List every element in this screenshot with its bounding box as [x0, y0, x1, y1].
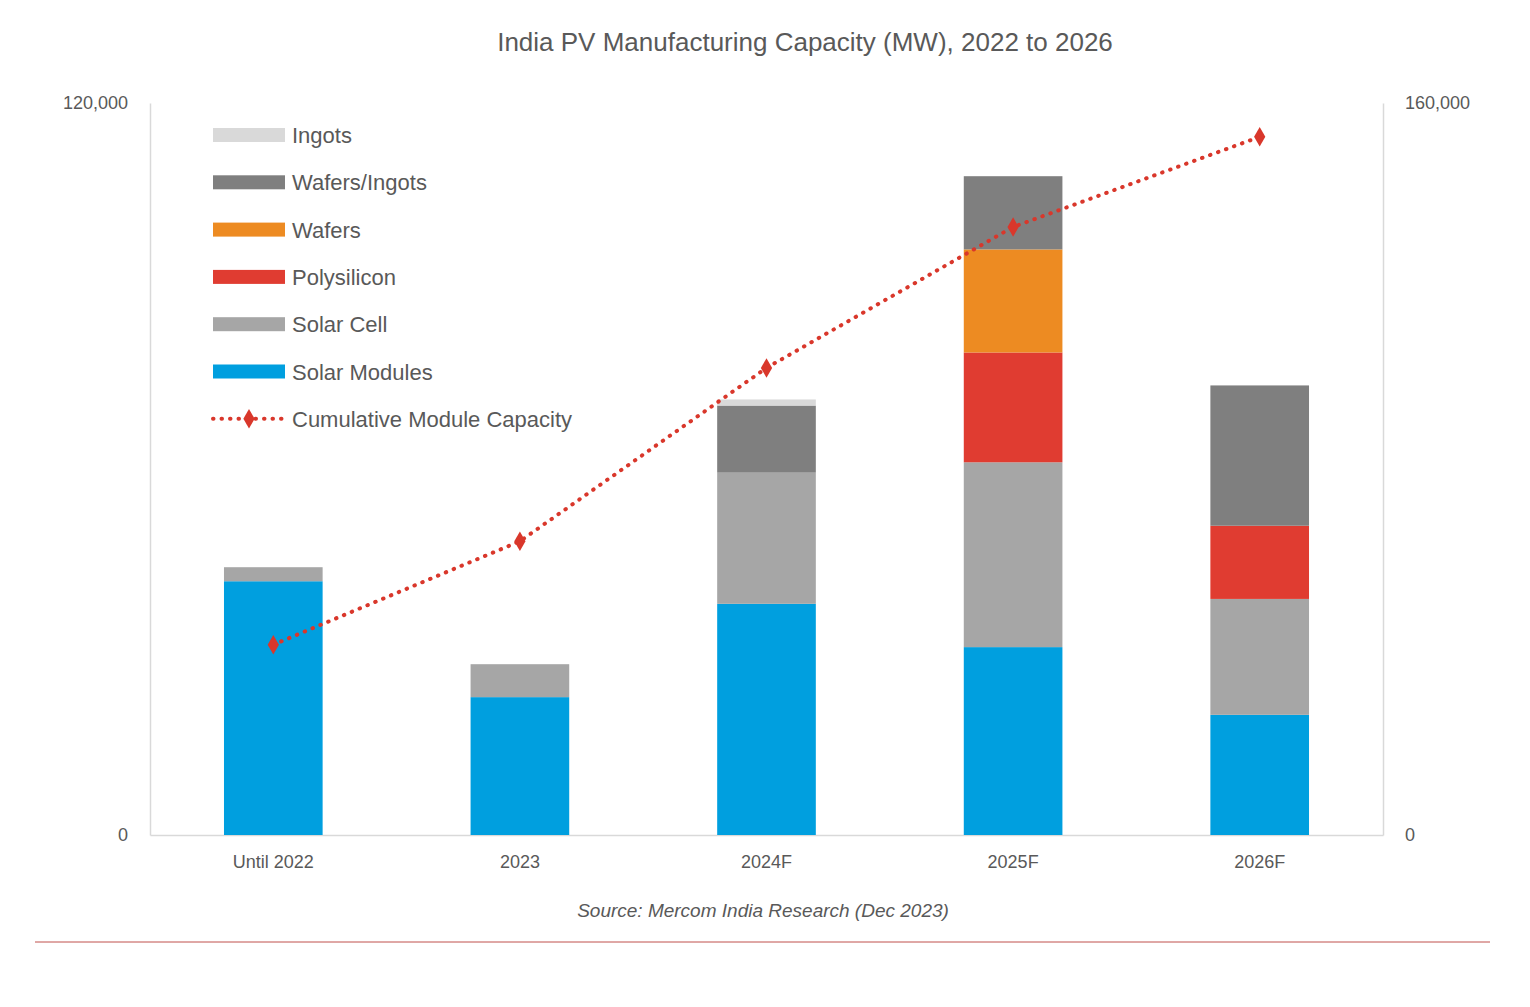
tick-label: 2024F	[741, 852, 792, 872]
line	[273, 137, 1259, 645]
legend-item: Polysilicon	[213, 265, 396, 290]
marker	[514, 532, 525, 552]
tick: 0	[1383, 825, 1415, 845]
legend-label: Solar Modules	[292, 360, 433, 385]
tick-label: 0	[1405, 825, 1415, 845]
bar	[1210, 526, 1309, 599]
y2-axis: 0 160,000	[1383, 93, 1470, 845]
tick-label: 2025F	[988, 852, 1039, 872]
lines	[268, 127, 1266, 654]
tick-label: 160,000	[1405, 93, 1470, 113]
tick: 2023	[500, 835, 540, 872]
legend-marker	[243, 409, 254, 429]
x-axis: Until 2022 2023 2024F 2025F 2026F	[151, 835, 1384, 872]
tick-label: 120,000	[63, 93, 128, 113]
bar	[964, 249, 1063, 352]
legend-label: Wafers	[292, 218, 361, 243]
legend-swatch	[213, 128, 285, 142]
legend-swatch	[213, 270, 285, 284]
legend-label: Wafers/Ingots	[292, 170, 427, 195]
tick: 2026F	[1234, 835, 1285, 872]
background	[0, 0, 1530, 1007]
source: Source: Mercom India Research (Dec 2023)	[577, 900, 949, 921]
legend-swatch	[213, 365, 285, 379]
bar	[964, 176, 1063, 249]
marker	[1007, 217, 1018, 237]
tick: 2024F	[741, 835, 792, 872]
title: India PV Manufacturing Capacity (MW), 20…	[497, 27, 1113, 57]
bar	[471, 664, 570, 697]
bar	[1210, 599, 1309, 715]
bar	[471, 697, 570, 835]
legend-swatch	[213, 317, 285, 331]
legend-item: Wafers/Ingots	[213, 170, 427, 195]
tick-label: 2026F	[1234, 852, 1285, 872]
tick: Until 2022	[233, 835, 314, 872]
legend-swatch	[213, 175, 285, 189]
footer-rule	[35, 942, 1490, 943]
marker	[761, 358, 772, 378]
tick-label: 0	[118, 825, 128, 845]
bar	[717, 406, 816, 473]
bar	[964, 647, 1063, 835]
bar	[1210, 385, 1309, 525]
y-axis: 0 120,000	[63, 93, 151, 845]
bar	[224, 581, 323, 835]
legend-label: Solar Cell	[292, 312, 387, 337]
axis-line	[1383, 104, 1385, 836]
legend-label: Polysilicon	[292, 265, 396, 290]
legend: Ingots Wafers/Ingots Wafers Polysilicon Sola…	[213, 123, 572, 432]
bar	[964, 352, 1063, 462]
marker	[1254, 127, 1265, 147]
legend-label: Cumulative Module Capacity	[292, 407, 572, 432]
legend-item: Solar Modules	[213, 360, 433, 385]
bar	[1210, 715, 1309, 835]
legend-item: Solar Cell	[213, 312, 387, 337]
tick: 2025F	[988, 835, 1039, 872]
legend-item: Wafers	[213, 218, 361, 243]
marker	[268, 635, 279, 655]
legend-label: Ingots	[292, 123, 352, 148]
bar	[964, 462, 1063, 647]
tick-label: 2023	[500, 852, 540, 872]
tick-label: Until 2022	[233, 852, 314, 872]
legend-item: Cumulative Module Capacity	[213, 407, 572, 432]
legend-item: Ingots	[213, 123, 352, 148]
bar	[224, 567, 323, 581]
bar	[717, 604, 816, 835]
bar	[717, 473, 816, 604]
tick: 120,000	[63, 93, 150, 113]
bars	[224, 176, 1309, 835]
bar	[717, 399, 816, 405]
tick: 0	[118, 825, 150, 845]
legend-swatch	[213, 223, 285, 237]
axis-line	[150, 104, 152, 836]
tick: 160,000	[1383, 93, 1470, 113]
